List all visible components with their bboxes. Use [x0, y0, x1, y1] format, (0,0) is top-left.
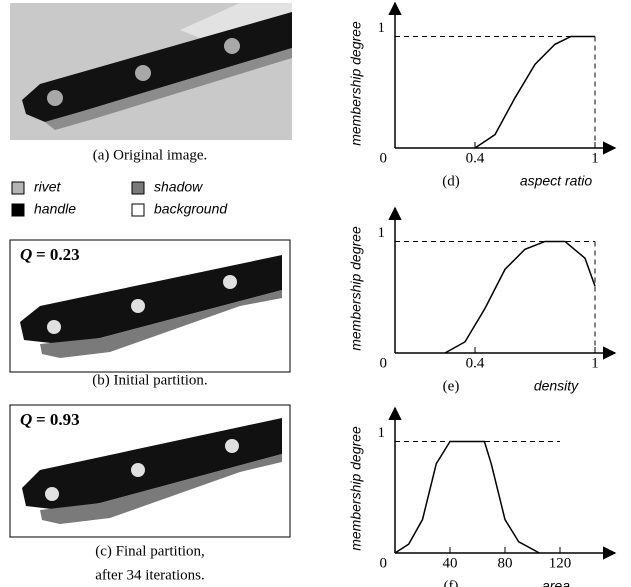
- y-axis-label: membership degree: [348, 226, 364, 351]
- chart-caption: (d): [442, 173, 460, 189]
- x-tick-label: 0: [380, 555, 388, 571]
- x-tick-label: 80: [498, 555, 513, 571]
- q-score: = 0.23: [36, 245, 80, 264]
- x-tick-label: 1: [591, 150, 599, 166]
- legend-label: shadow: [154, 179, 203, 195]
- legend-swatch: [11, 181, 25, 195]
- y-axis-label: membership degree: [348, 21, 364, 146]
- x-axis-label: area: [542, 578, 570, 587]
- x-tick-label: 1: [591, 355, 599, 371]
- legend: rivet shadow handle background: [11, 179, 228, 217]
- x-tick-label: 0.4: [466, 355, 485, 371]
- caption: (b) Initial partition.: [92, 372, 207, 388]
- q-score: = 0.93: [36, 410, 80, 429]
- q-symbol: Q: [20, 245, 32, 264]
- q-symbol: Q: [20, 410, 32, 429]
- legend-swatch: [11, 203, 25, 217]
- legend-swatch: [131, 181, 145, 195]
- x-axis-label: aspect ratio: [520, 173, 593, 189]
- original-image: [10, 3, 292, 140]
- membership-curve: [394, 440, 540, 554]
- caption: (a) Original image.: [93, 147, 208, 163]
- legend-label: handle: [34, 201, 76, 217]
- y-axis-label: membership degree: [348, 426, 364, 551]
- y-tick-label: 1: [378, 425, 386, 441]
- initial-partition: Q = 0.23: [9, 239, 291, 373]
- legend-label: rivet: [34, 179, 62, 195]
- x-tick-label: 40: [443, 555, 458, 571]
- x-tick-label: 0.4: [466, 150, 485, 166]
- y-tick-label: 1: [378, 20, 386, 36]
- caption: after 34 iterations.: [95, 567, 205, 583]
- x-tick-label: 0: [380, 355, 388, 371]
- x-tick-label: 120: [549, 555, 572, 571]
- x-axis-label: density: [534, 378, 579, 394]
- legend-label: background: [154, 201, 228, 217]
- membership-curve: [474, 35, 595, 149]
- caption: (c) Final partition,: [95, 543, 205, 559]
- chart-caption: (e): [443, 378, 460, 394]
- x-tick-label: 0: [380, 150, 388, 166]
- y-tick-label: 1: [378, 225, 386, 241]
- chart-caption: (f): [444, 578, 459, 587]
- final-partition: Q = 0.93: [9, 404, 291, 538]
- legend-swatch: [131, 203, 145, 217]
- membership-curve: [444, 240, 596, 354]
